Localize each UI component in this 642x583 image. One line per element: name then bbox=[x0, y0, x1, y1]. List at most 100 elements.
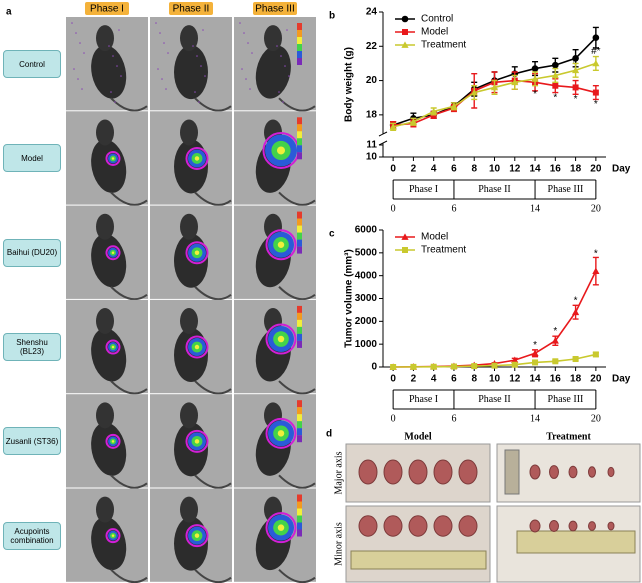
column-label: Treatment bbox=[546, 431, 591, 442]
x-tick-label: 16 bbox=[550, 374, 562, 385]
x-tick-label: 0 bbox=[390, 374, 396, 385]
signal-speck bbox=[155, 22, 157, 24]
signal-speck bbox=[163, 42, 165, 44]
tumor bbox=[549, 465, 559, 479]
colorbar-segment bbox=[297, 428, 302, 436]
tumor bbox=[458, 515, 478, 537]
y-tick-label: 3000 bbox=[355, 293, 378, 304]
colorbar-segment bbox=[297, 51, 302, 58]
group-label: Zusanli (ST36) bbox=[3, 427, 61, 456]
signal-speck bbox=[157, 68, 159, 70]
phase-tick-label: 0 bbox=[391, 413, 396, 424]
point bbox=[572, 356, 579, 363]
legend-label: Model bbox=[421, 27, 448, 38]
colorbar-segment bbox=[297, 435, 302, 443]
colorbar-segment bbox=[297, 138, 302, 146]
signal-speck bbox=[71, 22, 73, 24]
tumor bbox=[383, 515, 403, 537]
column-label: Model bbox=[404, 431, 431, 442]
signal-speck bbox=[114, 101, 116, 103]
point bbox=[531, 65, 539, 72]
group-label: Shenshu (BL23) bbox=[3, 333, 61, 362]
annotation: * bbox=[553, 92, 557, 103]
colorbar-segment bbox=[297, 400, 302, 408]
phase-header-label: Phase II bbox=[173, 4, 210, 15]
point bbox=[430, 107, 438, 115]
point bbox=[531, 349, 539, 357]
point bbox=[531, 75, 539, 82]
colorbar-segment bbox=[297, 333, 302, 341]
y-axis-label: Body weight (g) bbox=[344, 47, 355, 122]
colorbar-segment bbox=[297, 58, 302, 65]
colorbar-segment bbox=[297, 407, 302, 415]
y-tick-label: 11 bbox=[366, 140, 377, 151]
x-tick-label: 8 bbox=[471, 374, 477, 385]
x-tick-label: 16 bbox=[550, 164, 562, 175]
signal-ring bbox=[185, 335, 209, 359]
colorbar-segment bbox=[297, 312, 302, 320]
signal-speck bbox=[200, 65, 202, 67]
signal-speck bbox=[286, 29, 288, 31]
x-tick-label: 0 bbox=[390, 164, 396, 175]
x-tick-label: 18 bbox=[570, 374, 582, 385]
x-axis-label: Day bbox=[612, 374, 631, 385]
legend-marker bbox=[402, 247, 408, 253]
mouse-tail bbox=[194, 191, 232, 206]
annotation: * bbox=[533, 89, 537, 100]
point bbox=[572, 84, 579, 91]
point bbox=[592, 89, 599, 96]
point bbox=[532, 359, 539, 366]
panel-letter: a bbox=[6, 7, 12, 18]
mouse-head bbox=[180, 25, 198, 52]
signal-speck bbox=[165, 88, 167, 90]
mouse-tail bbox=[110, 97, 148, 112]
colorbar-segment bbox=[297, 501, 302, 509]
y-tick-label: 2000 bbox=[355, 316, 378, 327]
signal-speck bbox=[198, 101, 200, 103]
colorbar-segment bbox=[297, 211, 302, 219]
mouse-tail bbox=[194, 568, 232, 583]
signal-speck bbox=[245, 78, 247, 80]
signal-peak bbox=[194, 439, 200, 444]
signal-speck bbox=[161, 78, 163, 80]
legend-label: Treatment bbox=[421, 40, 466, 51]
mouse-head bbox=[96, 496, 114, 523]
x-tick-label: 20 bbox=[590, 164, 602, 175]
y-tick-label: 6000 bbox=[355, 225, 378, 236]
x-tick-label: 12 bbox=[509, 374, 521, 385]
colorbar-segment bbox=[297, 44, 302, 51]
signal-speck bbox=[116, 65, 118, 67]
phase-tick-label: 20 bbox=[591, 413, 601, 424]
mouse-tail bbox=[278, 380, 316, 395]
x-tick-label: 14 bbox=[529, 374, 541, 385]
mouse-tail bbox=[110, 474, 148, 489]
mouse-tail bbox=[194, 97, 232, 112]
point bbox=[592, 267, 600, 274]
signal-peak bbox=[277, 524, 285, 531]
tumor bbox=[588, 521, 596, 531]
y-tick-label: 20 bbox=[366, 75, 378, 86]
signal-peak bbox=[277, 430, 285, 437]
phase-label: Phase II bbox=[478, 394, 511, 405]
mouse-head bbox=[180, 213, 198, 240]
point bbox=[551, 337, 559, 344]
mouse-tail bbox=[278, 97, 316, 112]
legend-label: Model bbox=[421, 232, 448, 243]
signal-peak bbox=[111, 157, 115, 160]
phase-tick-label: 14 bbox=[530, 413, 540, 424]
y-tick-label: 10 bbox=[366, 152, 378, 163]
colorbar-segment bbox=[297, 117, 302, 125]
signal-peak bbox=[194, 156, 200, 161]
x-tick-label: 6 bbox=[451, 374, 457, 385]
colorbar-segment bbox=[297, 131, 302, 139]
x-tick-label: 2 bbox=[411, 374, 417, 385]
signal-speck bbox=[81, 88, 83, 90]
signal-speck bbox=[194, 91, 196, 93]
signal-speck bbox=[280, 55, 282, 57]
point bbox=[450, 363, 457, 370]
signal-peak bbox=[277, 335, 285, 343]
signal-ring bbox=[265, 417, 297, 449]
x-axis-label: Day bbox=[612, 164, 631, 175]
panel-letter: d bbox=[326, 429, 332, 440]
phase-tick-label: 20 bbox=[591, 203, 601, 214]
